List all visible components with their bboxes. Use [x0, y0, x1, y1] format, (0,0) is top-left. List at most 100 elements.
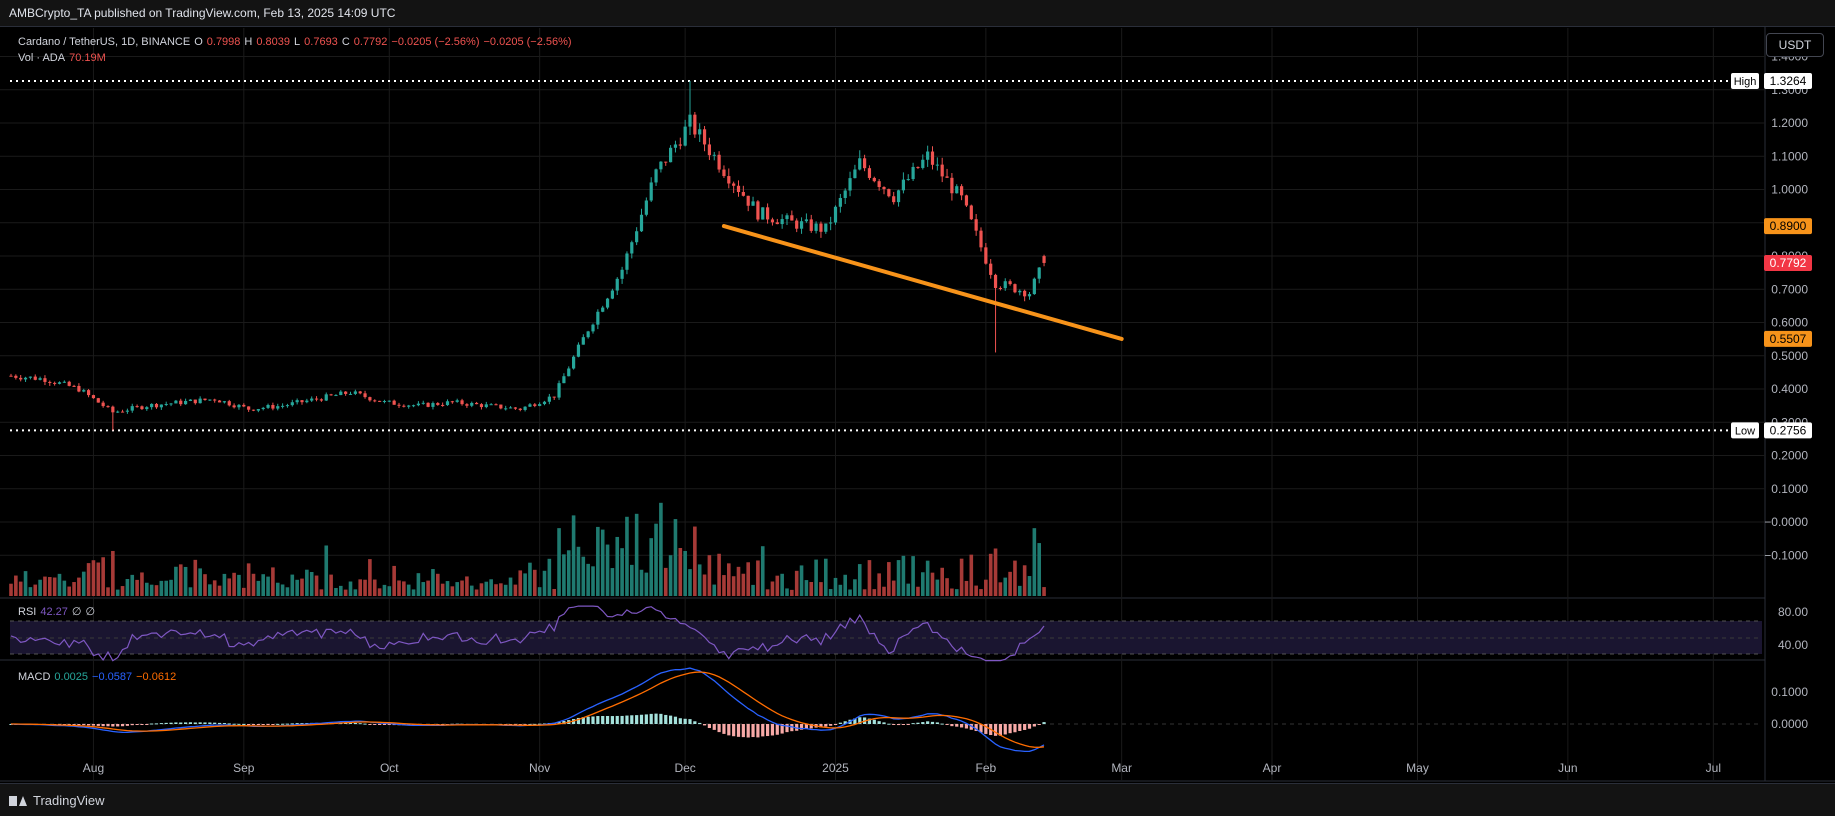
chart-canvas[interactable]: AugSepOctNovDec2025FebMarAprMayJunJul1.4… — [0, 0, 1835, 782]
candle-body — [504, 408, 508, 410]
macd-histogram-bar — [926, 721, 930, 724]
volume-bar — [1013, 560, 1017, 596]
macd-histogram-bar — [562, 720, 566, 724]
volume-bar — [702, 574, 707, 596]
macd-histogram-bar — [1037, 724, 1041, 725]
macd-histogram-bar — [940, 723, 944, 725]
candle-body — [101, 402, 105, 407]
candle-body — [411, 405, 416, 407]
macd-histogram-bar — [853, 718, 857, 724]
volume-bar — [693, 526, 697, 596]
volume-bar — [460, 580, 464, 596]
candle-body — [450, 401, 454, 403]
candle-body — [154, 403, 159, 408]
macd-histogram-bar — [964, 724, 969, 729]
candle-body — [872, 177, 876, 182]
macd-histogram-bar — [198, 722, 202, 724]
volume-bar — [387, 586, 392, 596]
macd-histogram-bar — [911, 723, 915, 725]
legend-symbol: Cardano / TetherUS, 1D, BINANCE — [18, 36, 190, 48]
macd-histogram-bar — [843, 721, 847, 724]
macd-histogram-bar — [77, 724, 81, 726]
volume-bar — [571, 515, 576, 596]
volume-bar — [630, 564, 634, 596]
candle-body — [906, 179, 910, 181]
volume-bar — [935, 579, 940, 596]
candle-body — [1013, 284, 1017, 293]
macd-histogram-bar — [67, 724, 71, 725]
candle-body — [654, 169, 658, 183]
volume-bar — [964, 580, 969, 596]
candle-body — [833, 206, 838, 223]
tradingview-brand: TradingView — [33, 793, 105, 808]
volume-bar — [358, 579, 362, 596]
volume-bar — [479, 583, 484, 596]
volume-bar — [959, 558, 964, 596]
volume-bar — [372, 579, 377, 596]
volume-bar — [334, 588, 338, 596]
macd-histogram-bar — [761, 724, 765, 737]
candle-body — [552, 396, 556, 398]
volume-bar — [552, 588, 556, 596]
volume-bar — [736, 566, 741, 596]
macd-histogram-bar — [1023, 724, 1027, 730]
volume-bar — [814, 559, 818, 596]
volume-bar — [785, 588, 789, 596]
volume-bar — [896, 560, 901, 596]
volume-bar — [77, 577, 81, 596]
volume-bar — [1008, 571, 1012, 596]
volume-bar — [872, 589, 877, 596]
volume-bar — [222, 573, 227, 596]
candle-body — [993, 274, 998, 288]
macd-histogram-bar — [154, 723, 159, 725]
candle-body — [542, 401, 547, 405]
publisher-line: AMBCrypto_TA published on TradingView.co… — [9, 6, 396, 20]
volume-bar — [212, 580, 217, 596]
volume-bar — [319, 589, 324, 596]
volume-bar — [1042, 587, 1046, 596]
candle-body — [804, 219, 808, 222]
time-axis-label: Dec — [674, 761, 695, 775]
macd-histogram-bar — [984, 724, 988, 734]
volume-bar — [251, 573, 256, 596]
volume-bar — [581, 556, 586, 596]
candle-body — [960, 186, 964, 196]
candle-body — [1037, 267, 1041, 279]
candle-body — [635, 231, 639, 243]
candle-body — [48, 381, 52, 383]
volume-bar — [523, 573, 527, 596]
volume-bar — [1032, 528, 1037, 596]
candle-body — [955, 186, 959, 194]
macd-histogram-bar — [901, 724, 905, 725]
candle-body — [145, 407, 149, 410]
macd-histogram-bar — [256, 724, 260, 725]
macd-histogram-bar — [184, 722, 188, 724]
candle-body — [605, 298, 610, 308]
low-marker-label-bg — [1731, 422, 1759, 439]
volume-bar — [130, 574, 135, 596]
volume-bar — [882, 586, 886, 596]
volume-bar — [921, 572, 925, 596]
volume-bar — [654, 523, 658, 596]
volume-bar — [450, 586, 455, 596]
low-marker-value-bg — [1764, 422, 1812, 439]
volume-bar — [547, 558, 552, 596]
candle-body — [518, 408, 522, 410]
tradingview-footer[interactable]: TradingView — [9, 793, 105, 808]
candle-body — [1008, 281, 1012, 285]
volume-bar — [707, 555, 712, 596]
price-axis-label: 1.2000 — [1771, 116, 1808, 130]
currency-button[interactable]: USDT — [1766, 33, 1824, 57]
candle-body — [421, 402, 425, 404]
volume-bar — [261, 574, 265, 596]
volume-bar — [625, 516, 629, 596]
candle-body — [639, 214, 644, 232]
candle-body — [87, 390, 91, 396]
candle-body — [9, 375, 13, 377]
price-axis-label: 0.2000 — [1771, 449, 1808, 463]
volume-bar — [416, 573, 421, 596]
macd-histogram-bar — [116, 724, 120, 727]
candle-body — [184, 400, 188, 405]
volume-bar — [751, 584, 755, 596]
macd-histogram-bar — [906, 724, 910, 725]
